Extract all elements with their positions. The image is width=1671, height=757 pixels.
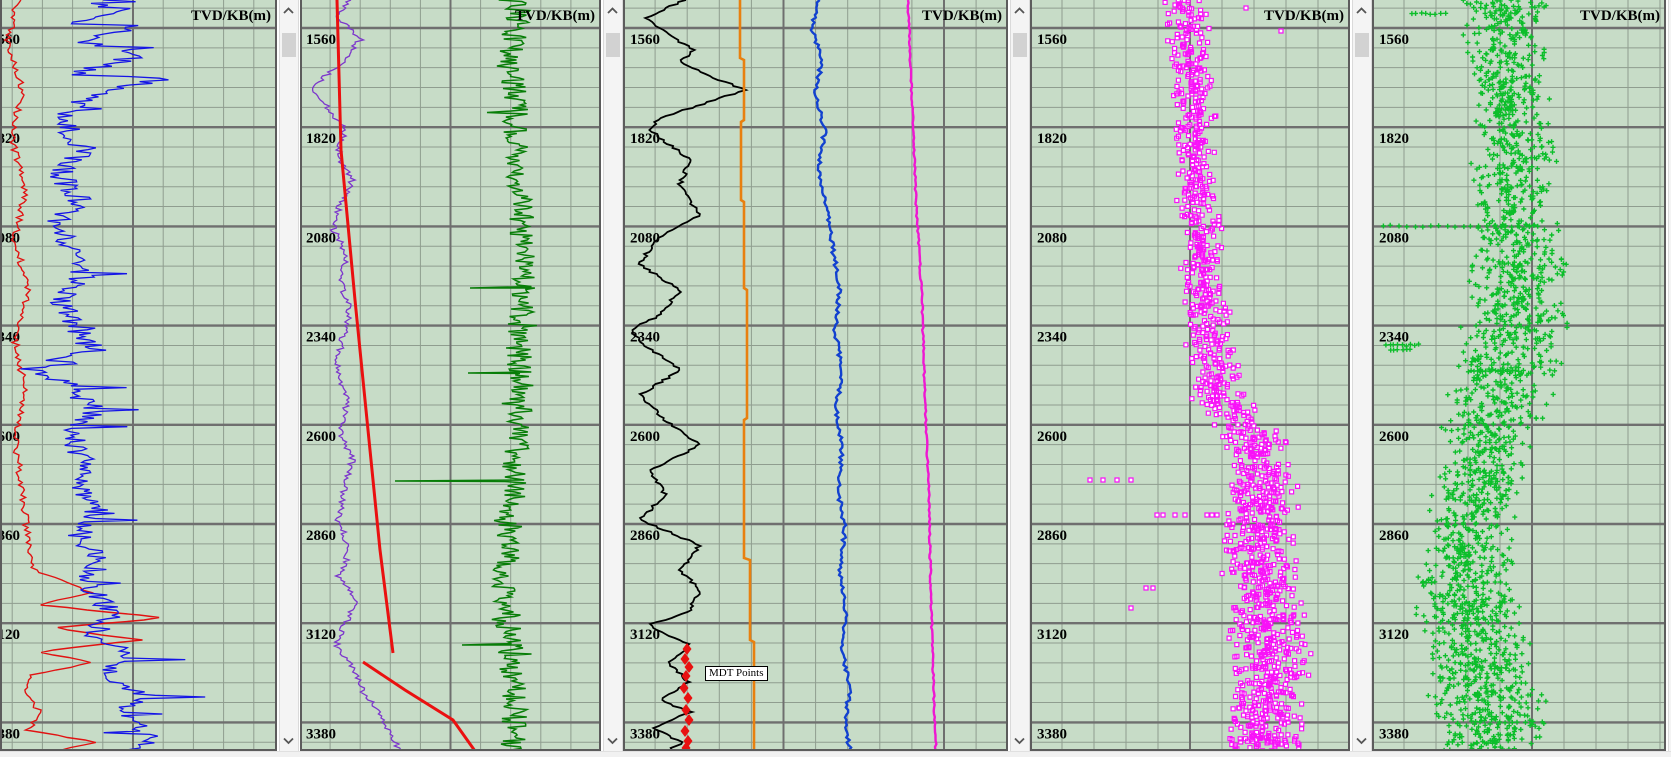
- depth-label: 2860: [0, 528, 20, 544]
- depth-label: 3380: [0, 726, 20, 742]
- depth-label: 2340: [630, 330, 660, 346]
- log-track-3[interactable]: 1560 1820 2080 2340 2600 2860 3120 3380 TVD/KB(m…: [623, 0, 1008, 751]
- depth-label: 3380: [1037, 726, 1067, 742]
- track-3-curve-3: [906, 0, 938, 751]
- vertical-scrollbar-3[interactable]: [1010, 0, 1030, 751]
- scrollbar-thumb[interactable]: [282, 33, 296, 57]
- track-1-curve-0: [3, 0, 160, 751]
- track-2-curve-1: [311, 0, 402, 751]
- depth-label: 2600: [0, 429, 20, 445]
- depth-label: 2340: [1037, 330, 1067, 346]
- tvd-kb-header: TVD/KB(m): [1580, 8, 1660, 24]
- log-track-4[interactable]: 1560 1820 2080 2340 2600 2860 3120 3380 TVD/KB(m…: [1030, 0, 1350, 751]
- log-track-2[interactable]: 1560 1820 2080 2340 2600 2860 3120 3380 TVD/KB(m…: [300, 0, 601, 751]
- log-track-1[interactable]: 1560 1820 2080 2340 2600 2860 3120 3380 TVD/KB(m…: [0, 0, 277, 751]
- scroll-up-arrow-icon[interactable]: [1356, 7, 1367, 15]
- depth-label: 2600: [306, 429, 336, 445]
- depth-label: 1560: [0, 32, 20, 48]
- track-3-line-1: [738, 0, 756, 751]
- scrollbar-thumb[interactable]: [1355, 33, 1369, 57]
- log-track-5[interactable]: 1560 1820 2080 2340 2600 2860 3120 3380 TVD/KB(m…: [1372, 0, 1666, 751]
- track-4-scatter: [1087, 0, 1314, 751]
- track-3-plot: 1560 1820 2080 2340 2600 2860 3120 3380 TVD/KB(m…: [623, 0, 1008, 751]
- track-2-curve-0: [394, 0, 537, 751]
- depth-label: 2860: [1379, 528, 1409, 544]
- depth-label: 2340: [306, 330, 336, 346]
- track-3-curve-0: [631, 0, 749, 751]
- depth-label: 2080: [1037, 230, 1067, 246]
- depth-label: 1560: [630, 32, 660, 48]
- depth-label: 2340: [1379, 330, 1409, 346]
- depth-label: 2080: [630, 230, 660, 246]
- depth-label: 2860: [1037, 528, 1067, 544]
- depth-label: 3120: [630, 627, 660, 643]
- depth-label: 3380: [1379, 726, 1409, 742]
- scroll-up-arrow-icon[interactable]: [1014, 7, 1025, 15]
- vertical-scrollbar-2[interactable]: [603, 0, 623, 751]
- vertical-scrollbar-5[interactable]: [1668, 0, 1671, 751]
- depth-label: 3120: [0, 627, 20, 643]
- tvd-kb-header: TVD/KB(m): [1264, 8, 1344, 24]
- depth-label: 2080: [1379, 230, 1409, 246]
- depth-label: 3380: [306, 726, 336, 742]
- track-2-line-3: [362, 660, 477, 751]
- depth-label: 1560: [306, 32, 336, 48]
- depth-label: 1820: [1379, 131, 1409, 147]
- depth-label: 2600: [630, 429, 660, 445]
- depth-label: 2600: [1037, 429, 1067, 445]
- scrollbar-thumb[interactable]: [606, 33, 620, 57]
- depth-label: 1560: [1379, 32, 1409, 48]
- depth-label: 1820: [0, 131, 20, 147]
- depth-label: 3120: [306, 627, 336, 643]
- depth-label: 1820: [1037, 131, 1067, 147]
- depth-label: 3380: [630, 726, 660, 742]
- scroll-down-arrow-icon[interactable]: [1014, 737, 1025, 745]
- track-2-plot: 1560 1820 2080 2340 2600 2860 3120 3380 TVD/KB(m…: [300, 0, 601, 751]
- depth-label: 2600: [1379, 429, 1409, 445]
- mdt-points-annotation: MDT Points: [705, 666, 768, 681]
- track-3-curve-2: [809, 0, 853, 751]
- track-1-curve-1: [20, 0, 206, 751]
- scroll-down-arrow-icon[interactable]: [607, 737, 618, 745]
- scrollbar-thumb[interactable]: [1013, 33, 1027, 57]
- depth-label: 2080: [0, 230, 20, 246]
- tvd-kb-header: TVD/KB(m): [515, 8, 595, 24]
- scroll-down-arrow-icon[interactable]: [1356, 737, 1367, 745]
- track-1-plot: 1560 1820 2080 2340 2600 2860 3120 3380 TVD/KB(m…: [0, 0, 277, 751]
- track-5-scatter: [1380, 0, 1570, 751]
- depth-label: 2340: [0, 330, 20, 346]
- scroll-up-arrow-icon[interactable]: [283, 7, 294, 15]
- track-2-line-2: [335, 0, 395, 654]
- tvd-kb-header: TVD/KB(m): [191, 8, 271, 24]
- vertical-scrollbar-4[interactable]: [1352, 0, 1372, 751]
- mdt-diamond-markers: [679, 643, 694, 751]
- depth-label: 1820: [306, 131, 336, 147]
- vertical-scrollbar-1[interactable]: [279, 0, 299, 751]
- scroll-up-arrow-icon[interactable]: [607, 7, 618, 15]
- depth-label: 2080: [306, 230, 336, 246]
- depth-label: 3120: [1379, 627, 1409, 643]
- depth-label: 3120: [1037, 627, 1067, 643]
- scroll-down-arrow-icon[interactable]: [283, 737, 294, 745]
- depth-label: 2860: [306, 528, 336, 544]
- depth-label: 1560: [1037, 32, 1067, 48]
- bottom-strip: [0, 751, 1671, 757]
- depth-label: 2860: [630, 528, 660, 544]
- depth-label: 1820: [630, 131, 660, 147]
- tvd-kb-header: TVD/KB(m): [922, 8, 1002, 24]
- track-5-plot: 1560 1820 2080 2340 2600 2860 3120 3380 TVD/KB(m…: [1372, 0, 1666, 751]
- track-4-plot: 1560 1820 2080 2340 2600 2860 3120 3380 TVD/KB(m…: [1030, 0, 1350, 751]
